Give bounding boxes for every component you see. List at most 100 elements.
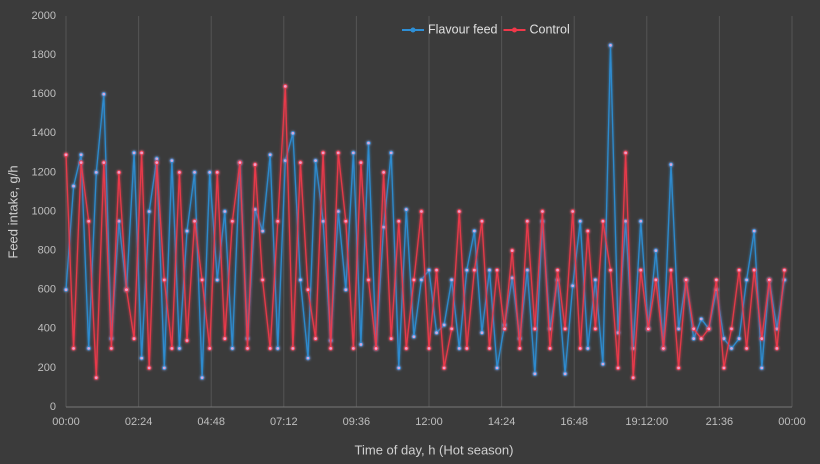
data-point bbox=[751, 267, 757, 273]
data-point bbox=[388, 150, 394, 156]
data-point bbox=[116, 219, 122, 224]
data-point bbox=[683, 277, 689, 283]
data-point bbox=[351, 150, 356, 156]
data-point bbox=[646, 326, 651, 331]
data-point bbox=[78, 160, 84, 165]
x-tick-label: 00:00 bbox=[52, 416, 80, 428]
data-point bbox=[547, 346, 553, 351]
data-point bbox=[177, 170, 182, 175]
data-point bbox=[691, 336, 696, 341]
data-point bbox=[411, 334, 417, 339]
data-point bbox=[351, 346, 356, 351]
data-point bbox=[283, 84, 288, 89]
data-point bbox=[509, 248, 515, 253]
x-tick-label: 19:12:00 bbox=[625, 416, 668, 428]
data-point bbox=[94, 375, 99, 380]
data-point bbox=[199, 277, 205, 283]
data-point bbox=[230, 346, 235, 351]
data-point bbox=[267, 346, 273, 351]
data-point bbox=[608, 43, 613, 48]
data-point bbox=[184, 228, 190, 234]
data-point bbox=[162, 365, 167, 371]
y-tick-label: 1000 bbox=[32, 205, 56, 217]
data-point bbox=[139, 355, 144, 361]
data-point bbox=[336, 150, 341, 156]
x-tick-label: 07:12 bbox=[270, 416, 298, 428]
data-point bbox=[585, 346, 591, 351]
data-point bbox=[222, 209, 228, 214]
data-point bbox=[676, 365, 681, 371]
x-axis-title: Time of day, h (Hot season) bbox=[355, 442, 514, 457]
x-tick-label: 09:36 bbox=[343, 416, 371, 428]
y-tick-label: 1600 bbox=[32, 88, 56, 100]
data-point bbox=[623, 219, 628, 224]
legend-label: Flavour feed bbox=[428, 22, 498, 36]
data-point bbox=[600, 219, 606, 224]
data-point bbox=[562, 371, 568, 376]
data-point bbox=[638, 219, 643, 224]
data-point bbox=[593, 277, 598, 283]
data-point bbox=[222, 336, 228, 341]
x-tick-label: 14:24 bbox=[488, 416, 516, 428]
data-point bbox=[525, 267, 530, 273]
x-tick-label: 02:24 bbox=[125, 416, 153, 428]
data-point bbox=[623, 150, 628, 156]
data-point bbox=[434, 267, 439, 273]
data-point bbox=[600, 361, 606, 367]
data-point bbox=[434, 330, 439, 335]
data-point bbox=[449, 277, 454, 283]
data-point bbox=[192, 219, 197, 224]
data-point bbox=[305, 355, 311, 361]
data-point bbox=[162, 277, 167, 283]
data-point bbox=[426, 267, 432, 273]
data-point bbox=[540, 209, 545, 214]
data-point bbox=[555, 267, 560, 273]
data-point bbox=[517, 346, 522, 351]
data-point bbox=[472, 228, 477, 234]
legend-marker bbox=[511, 27, 517, 33]
data-point bbox=[290, 346, 296, 351]
data-point bbox=[275, 219, 280, 224]
data-point bbox=[562, 326, 568, 331]
data-point bbox=[283, 158, 288, 163]
data-point bbox=[71, 346, 76, 351]
data-point bbox=[146, 365, 152, 371]
data-point bbox=[381, 170, 386, 175]
data-point bbox=[116, 170, 122, 175]
data-point bbox=[419, 209, 424, 214]
data-point bbox=[101, 91, 107, 97]
data-point bbox=[676, 326, 681, 331]
data-point bbox=[78, 152, 84, 158]
y-tick-label: 0 bbox=[50, 401, 56, 413]
data-point bbox=[154, 156, 159, 161]
series-line bbox=[65, 86, 786, 378]
data-point bbox=[494, 365, 500, 371]
data-point bbox=[630, 375, 636, 380]
data-point bbox=[759, 365, 764, 371]
data-point bbox=[245, 346, 250, 351]
y-tick-label: 1400 bbox=[32, 127, 56, 139]
data-point bbox=[487, 346, 492, 351]
data-point bbox=[146, 209, 152, 214]
data-point bbox=[457, 346, 462, 351]
y-tick-label: 800 bbox=[38, 245, 56, 257]
data-point bbox=[313, 158, 318, 163]
data-point bbox=[721, 336, 727, 341]
data-point bbox=[343, 287, 349, 292]
data-point bbox=[260, 228, 265, 234]
data-point bbox=[736, 336, 742, 341]
data-point bbox=[192, 170, 197, 175]
data-point bbox=[759, 336, 764, 341]
data-point bbox=[177, 346, 182, 351]
data-point bbox=[388, 336, 394, 341]
data-point bbox=[653, 248, 659, 253]
data-point bbox=[328, 346, 333, 351]
x-tick-label: 16:48 bbox=[560, 416, 588, 428]
y-tick-label: 600 bbox=[38, 284, 56, 296]
data-point bbox=[298, 277, 303, 283]
data-point bbox=[215, 277, 220, 283]
data-point bbox=[230, 219, 235, 224]
data-point bbox=[487, 267, 492, 273]
data-point bbox=[509, 275, 515, 281]
